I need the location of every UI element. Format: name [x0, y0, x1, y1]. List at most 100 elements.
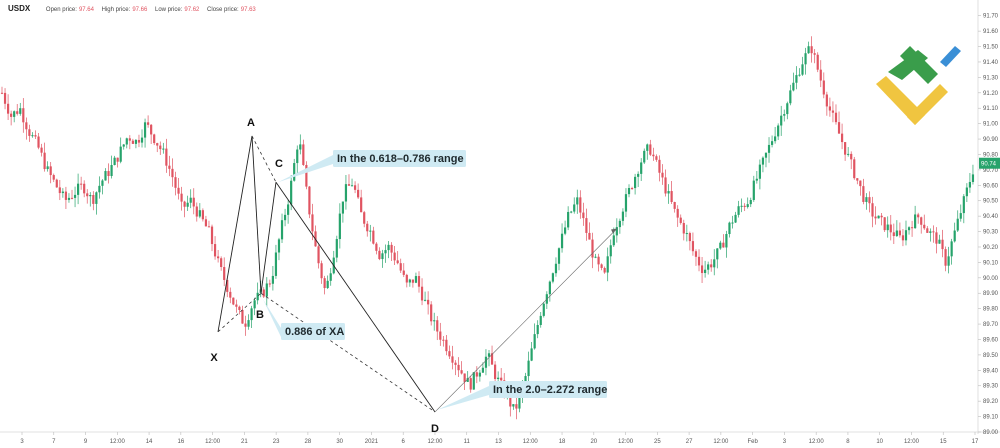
y-tick-label: 89.40 [983, 368, 999, 374]
candle-body [710, 264, 713, 268]
candle-body [515, 404, 518, 409]
candle-body [302, 144, 305, 165]
candle-body [19, 108, 22, 114]
candle-body [630, 188, 634, 190]
candle-body [892, 232, 895, 237]
candle-body [484, 356, 488, 368]
candle-body [366, 223, 369, 232]
candle-body [923, 224, 926, 229]
candle-body [436, 320, 439, 332]
candle-body [910, 227, 914, 229]
last-price-tag [979, 157, 1000, 169]
x-tick-label: 11 [464, 439, 471, 445]
candle-body [116, 157, 119, 162]
x-tick-label: 23 [273, 439, 280, 445]
candle-body [89, 194, 92, 197]
chart-header: USDX Open price: 97.64 High price: 97.66 L… [8, 4, 256, 13]
candle-body [442, 339, 445, 341]
candle-body [822, 80, 825, 95]
candle-body [901, 235, 905, 241]
candle-body [971, 174, 975, 182]
candle-body [877, 215, 880, 219]
candle-body [731, 222, 734, 224]
y-tick-label: 91.10 [983, 106, 999, 112]
candle-body [360, 197, 363, 213]
candle-body [497, 377, 500, 380]
candle-body [907, 227, 911, 231]
x-tick-label: 10 [876, 439, 883, 445]
candle-body [777, 125, 780, 137]
candle-body [98, 185, 101, 193]
candle-body [37, 136, 40, 148]
candle-body [655, 156, 658, 160]
candle-body [125, 138, 128, 145]
candle-body [567, 211, 570, 228]
y-tick-label: 89.50 [983, 353, 999, 359]
candle-body [13, 111, 16, 117]
candle-body [640, 162, 643, 174]
candle-body [128, 138, 131, 141]
candle-body [716, 248, 719, 260]
candle-body [755, 178, 758, 181]
candle-body [427, 299, 430, 305]
candle-body [317, 246, 320, 264]
x-tick-label: 15 [940, 439, 947, 445]
candle-body [411, 279, 415, 283]
candle-body [95, 192, 98, 204]
candle-body [518, 394, 521, 409]
candle-body [466, 378, 469, 382]
y-tick-label: 90.70 [983, 168, 999, 174]
candle-body [694, 251, 698, 257]
candle-body [789, 90, 792, 104]
candle-body [381, 253, 384, 260]
candle-body [363, 212, 366, 224]
candle-body [140, 137, 144, 143]
candle-body [55, 179, 58, 188]
x-tick-label: 13 [495, 439, 502, 445]
candle-body [177, 187, 180, 194]
x-tick-label: 2021 [365, 439, 379, 445]
candle-body [107, 171, 110, 177]
candle-body [774, 136, 777, 142]
candle-body [195, 206, 198, 217]
candle-body [283, 214, 287, 221]
y-tick-label: 90.00 [983, 276, 999, 282]
candle-body [810, 46, 813, 54]
candle-body [439, 331, 442, 340]
candle-body [700, 265, 704, 274]
candle-body [162, 148, 165, 150]
candle-body [634, 176, 637, 189]
candle-body [554, 263, 558, 274]
candle-body [122, 144, 125, 147]
callout-box [281, 323, 345, 340]
point-label-b: B [256, 309, 264, 321]
candle-body [220, 258, 223, 268]
y-tick-label: 90.40 [983, 214, 999, 220]
candle-body [801, 64, 804, 75]
candle-body [959, 213, 962, 219]
candle-body [299, 144, 302, 150]
candle-body [509, 393, 512, 407]
candle-body [308, 186, 311, 215]
candle-body [795, 75, 798, 83]
x-tick-label: 12:00 [904, 439, 920, 445]
y-tick-label: 91.20 [983, 91, 999, 97]
candle-body [22, 108, 25, 123]
candle-body [968, 181, 972, 188]
candle-body [6, 103, 10, 114]
pattern-leg [217, 135, 253, 332]
candle-body [941, 239, 944, 250]
y-tick-label: 89.00 [983, 430, 999, 436]
candle-body [73, 194, 77, 198]
candle-body [378, 250, 381, 260]
y-tick-label: 89.10 [983, 415, 999, 421]
candle-body [417, 276, 421, 287]
x-tick-label: 16 [177, 439, 184, 445]
candle-body [198, 210, 201, 217]
x-tick-label: 20 [590, 439, 597, 445]
candle-body [490, 353, 494, 365]
pattern-leg [260, 182, 277, 294]
candle-body [76, 183, 80, 195]
candle-body [947, 256, 950, 266]
